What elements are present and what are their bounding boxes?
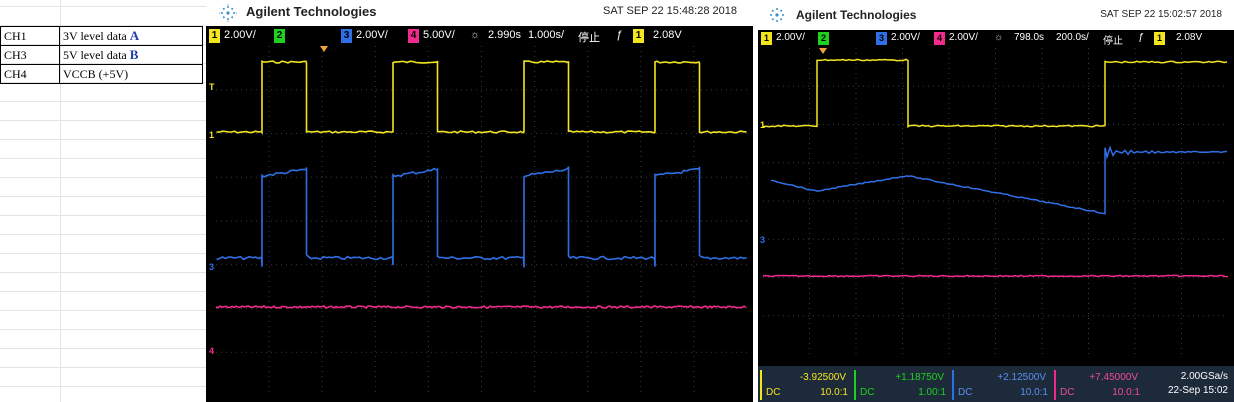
- ch1-scale: 2.00V/: [776, 32, 805, 43]
- legend-row-ch3: CH3 5V level data B: [0, 45, 203, 65]
- ch1-badge[interactable]: 1: [209, 29, 220, 43]
- trigger-position-marker: [819, 48, 827, 54]
- ch1-ground-marker: 1: [760, 120, 766, 130]
- ch4-ground-marker: 4: [209, 346, 215, 356]
- ch3-badge[interactable]: 3: [876, 32, 887, 45]
- capture-datetime: SAT SEP 22 15:02:57 2018: [1100, 9, 1222, 20]
- waveform-graticule: [763, 48, 1228, 354]
- readout-ch2: +1.18750V DC 1.00:1: [854, 370, 950, 400]
- ch1-waveform: [763, 58, 1228, 129]
- legend-description: 5V level data B: [59, 45, 203, 65]
- oscilloscope-capture-a: Agilent Technologies SAT SEP 22 15:48:28…: [206, 0, 753, 402]
- trigger-source-badge[interactable]: 1: [1154, 32, 1165, 45]
- waveform-display: 1 3: [760, 48, 1228, 354]
- run-state[interactable]: 停止: [1103, 36, 1123, 47]
- legend-row-ch4: CH4 VCCB (+5V): [0, 64, 203, 84]
- brand-name: Agilent Technologies: [246, 4, 377, 19]
- trigger-level-marker: T: [209, 82, 215, 92]
- ch4-waveform: [763, 274, 1228, 278]
- trigger-level: 2.08V: [653, 29, 682, 41]
- scope-status-bar: 1 2.00V/ 2 3 2.00V/ 4 5.00V/ ☼ 2.990s 1.…: [206, 26, 753, 46]
- ch1-badge[interactable]: 1: [761, 32, 772, 45]
- brand-name: Agilent Technologies: [796, 8, 917, 22]
- trigger-position-marker: [320, 46, 328, 52]
- trigger-delay-icon: ☼: [994, 32, 1004, 43]
- trigger-source-badge[interactable]: 1: [633, 29, 644, 43]
- legend-row-ch1: CH1 3V level data A: [0, 26, 203, 46]
- ch1-ground-marker: 1: [209, 130, 215, 140]
- acquisition-info: 2.00GSa/s 22-Sep 15:02: [1168, 370, 1228, 398]
- ch3-waveform: [216, 166, 747, 268]
- legend-channel: CH1: [0, 26, 60, 46]
- oscilloscope-capture-b: Agilent Technologies SAT SEP 22 15:02:57…: [758, 0, 1234, 402]
- timebase-value: 1.000s/: [528, 29, 565, 41]
- trigger-edge-icon: ƒ: [1138, 32, 1144, 43]
- ch4-scale: 2.00V/: [949, 32, 978, 43]
- legend-channel: CH4: [0, 64, 60, 84]
- delay-value: 2.990s: [488, 29, 522, 41]
- trigger-edge-icon: ƒ: [616, 29, 623, 41]
- spreadsheet-column-divider: [60, 0, 61, 402]
- ch4-waveform: [216, 305, 747, 310]
- ch3-ground-marker: 3: [760, 235, 766, 245]
- readout-ch3: +2.12500V DC 10.0:1: [952, 370, 1052, 400]
- waveform-graticule: [216, 46, 747, 396]
- capture-datetime: SAT SEP 22 15:48:28 2018: [603, 5, 737, 17]
- legend-description: VCCB (+5V): [59, 64, 203, 84]
- ch3-ground-marker: 3: [209, 262, 215, 272]
- scope-title-bar: Agilent Technologies SAT SEP 22 15:48:28…: [206, 0, 753, 26]
- delay-value: 798.0s: [1014, 32, 1045, 43]
- legend-channel: CH3: [0, 45, 60, 65]
- trigger-level: 2.08V: [1176, 32, 1203, 43]
- ch3-scale: 2.00V/: [356, 29, 388, 41]
- measurement-readouts: -3.92500V DC 10.0:1 +1.18750V DC 1.00:1 …: [758, 366, 1234, 402]
- ch1-scale: 2.00V/: [224, 29, 256, 41]
- waveform-display: T 1 3 4: [209, 46, 747, 396]
- sample-rate: 2.00GSa/s: [1180, 371, 1228, 382]
- legend-signal-mark: B: [129, 47, 139, 62]
- scope-status-bar: 1 2.00V/ 2 3 2.00V/ 4 2.00V/ ☼ 798.0s 20…: [758, 30, 1234, 48]
- ch3-badge[interactable]: 3: [341, 29, 352, 43]
- ch2-badge[interactable]: 2: [274, 29, 285, 43]
- ch1-waveform: [216, 60, 747, 136]
- ch4-badge[interactable]: 4: [934, 32, 945, 45]
- timebase-value: 200.0s/: [1056, 32, 1089, 43]
- channel-legend-table: CH1 3V level data A CH3 5V level data B …: [0, 26, 203, 84]
- agilent-spark-icon: [770, 8, 784, 22]
- scope-title-bar: Agilent Technologies SAT SEP 22 15:02:57…: [758, 0, 1234, 30]
- readout-ch4: +7.45000V DC 10.0:1: [1054, 370, 1144, 400]
- ch3-waveform: [770, 145, 1228, 215]
- capture-date: 22-Sep 15:02: [1167, 385, 1228, 396]
- legend-signal-mark: A: [129, 28, 140, 43]
- agilent-spark-icon: [219, 4, 237, 22]
- ch3-scale: 2.00V/: [891, 32, 920, 43]
- readout-ch1: -3.92500V DC 10.0:1: [760, 370, 852, 400]
- trigger-delay-icon: ☼: [470, 29, 481, 41]
- ch2-badge[interactable]: 2: [818, 32, 829, 45]
- ch4-scale: 5.00V/: [423, 29, 455, 41]
- ch4-badge[interactable]: 4: [408, 29, 419, 43]
- run-state[interactable]: 停止: [578, 32, 600, 44]
- legend-description: 3V level data A: [59, 26, 203, 46]
